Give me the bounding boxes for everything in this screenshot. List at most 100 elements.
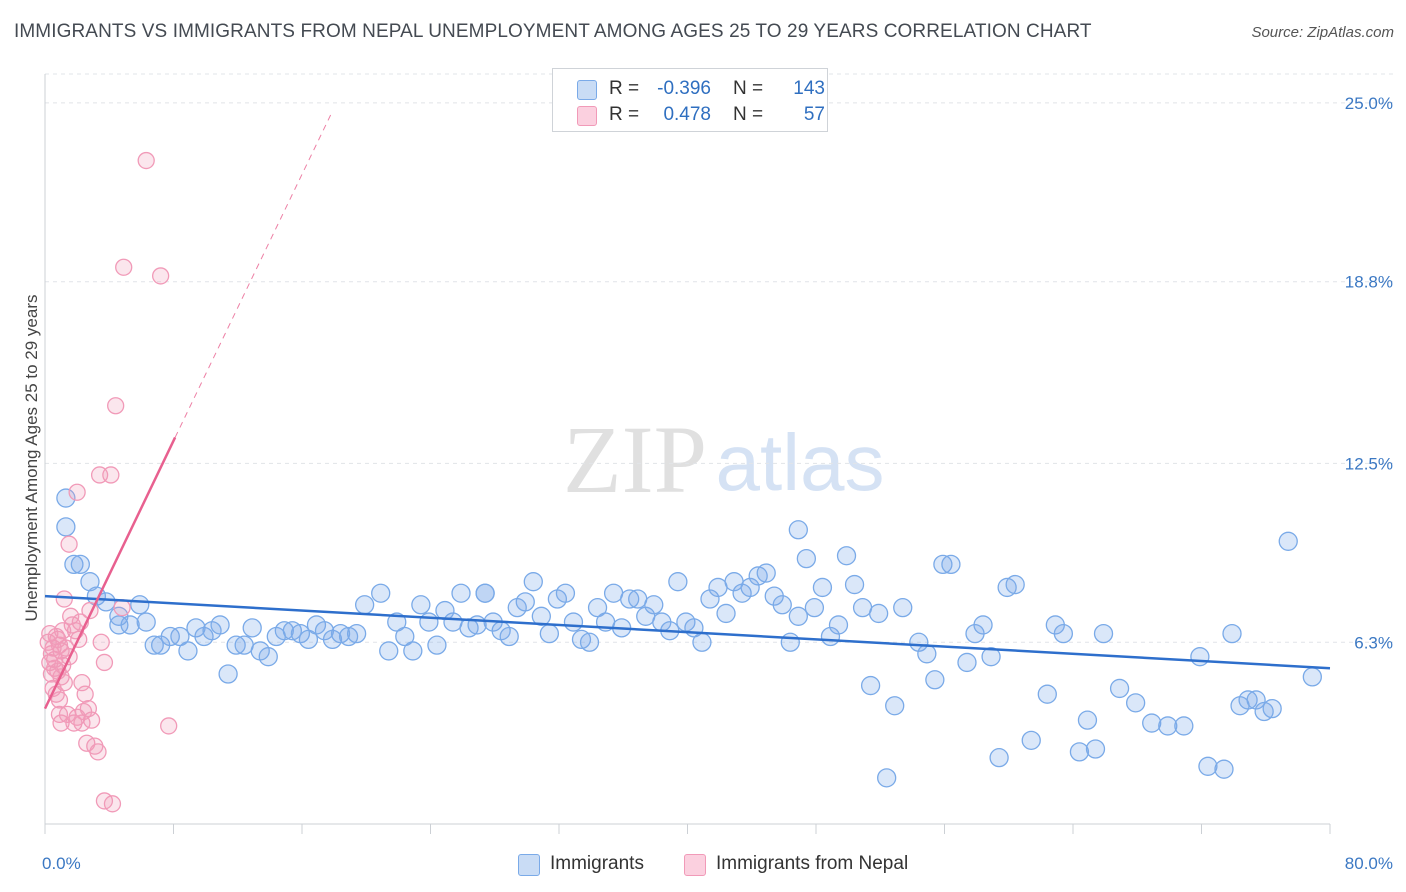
immigrants-point bbox=[136, 612, 156, 632]
immigrants-point bbox=[1085, 739, 1106, 759]
immigrants-point bbox=[804, 598, 825, 618]
x-tick-label-min: 0.0% bbox=[42, 854, 81, 873]
immigrants-point bbox=[258, 647, 278, 667]
immigrants-point bbox=[1238, 690, 1258, 710]
immigrants-point bbox=[1158, 716, 1178, 736]
immigrants-point bbox=[852, 598, 873, 618]
immigrants-point bbox=[218, 664, 238, 684]
immigrants-point bbox=[1053, 623, 1074, 644]
immigrants-point bbox=[242, 618, 262, 638]
immigrants-point bbox=[298, 629, 319, 650]
tick-labels: 6.3% 12.5% 18.8% 25.0% 0.0% 80.0% bbox=[42, 94, 1393, 873]
nepal-point bbox=[60, 535, 78, 553]
immigrants-point bbox=[226, 635, 246, 655]
immigrants-point bbox=[427, 635, 447, 655]
immigrants-point bbox=[1005, 574, 1025, 595]
nepal-point bbox=[160, 717, 178, 735]
immigrants-point bbox=[443, 612, 463, 632]
nepal-point bbox=[42, 645, 61, 663]
immigrants-point bbox=[1109, 678, 1130, 699]
immigrants-point bbox=[877, 768, 897, 788]
immigrants-point bbox=[1069, 742, 1090, 762]
bottom-legend-swatch-immigrants bbox=[518, 854, 540, 876]
nepal-point bbox=[68, 483, 86, 501]
nepal-points bbox=[39, 151, 178, 813]
nepal-point bbox=[92, 633, 110, 651]
immigrants-point bbox=[860, 675, 881, 696]
immigrants-point bbox=[893, 598, 913, 618]
immigrants-point bbox=[579, 632, 600, 652]
immigrants-point bbox=[603, 583, 624, 603]
immigrants-point bbox=[379, 641, 399, 661]
immigrants-point bbox=[812, 577, 833, 598]
immigrants-point bbox=[539, 623, 560, 644]
bottom-legend-label-immigrants: Immigrants bbox=[550, 853, 644, 874]
immigrants-point bbox=[1222, 623, 1242, 644]
immigrants-point bbox=[587, 598, 608, 618]
immigrants-point bbox=[531, 606, 551, 626]
immigrants-point bbox=[395, 626, 415, 647]
immigrants-point bbox=[1174, 716, 1194, 736]
immigrants-point bbox=[70, 554, 90, 575]
immigrants-point bbox=[563, 612, 584, 632]
immigrants-point bbox=[234, 635, 254, 655]
bottom-legend-swatch-nepal bbox=[684, 854, 706, 876]
legend-n-label: N = bbox=[733, 104, 764, 125]
x-tick-label-max: 80.0% bbox=[1345, 854, 1393, 873]
nepal-point bbox=[103, 795, 122, 813]
immigrants-point bbox=[868, 603, 889, 624]
nepal-point bbox=[54, 622, 72, 640]
nepal-point bbox=[76, 685, 94, 703]
immigrants-point bbox=[555, 583, 576, 603]
nepal-trend-extension bbox=[174, 114, 332, 438]
y-tick-label: 18.8% bbox=[1345, 273, 1393, 292]
immigrants-point bbox=[788, 606, 808, 626]
correlation-legend: R = -0.396 N = 143 R = 0.478 N = 57 bbox=[552, 68, 828, 132]
immigrants-point bbox=[178, 641, 198, 661]
immigrants-point bbox=[917, 644, 937, 664]
immigrants-point bbox=[120, 615, 140, 635]
immigrants-point bbox=[109, 615, 129, 635]
y-tick-label: 12.5% bbox=[1345, 454, 1393, 473]
nepal-point bbox=[151, 267, 170, 285]
immigrants-point bbox=[387, 612, 407, 632]
immigrants-point bbox=[796, 548, 817, 569]
nepal-point bbox=[115, 258, 133, 276]
immigrants-point bbox=[957, 652, 977, 673]
bottom-legend-label-nepal: Immigrants from Nepal bbox=[716, 853, 909, 874]
watermark: ZIP atlas bbox=[563, 406, 884, 513]
immigrants-point bbox=[419, 612, 439, 632]
nepal-point bbox=[107, 397, 125, 415]
immigrants-point bbox=[628, 589, 648, 609]
trend-lines bbox=[43, 114, 1331, 710]
nepal-point bbox=[102, 466, 120, 484]
immigrants-point bbox=[371, 583, 391, 603]
axes bbox=[44, 74, 1331, 834]
immigrants-point bbox=[1302, 667, 1322, 687]
immigrants-points bbox=[56, 488, 1322, 788]
immigrants-trend-line bbox=[44, 594, 1331, 670]
immigrants-point bbox=[989, 748, 1009, 768]
legend-n-label: N = bbox=[733, 78, 764, 99]
immigrants-point bbox=[1214, 759, 1234, 779]
immigrants-point bbox=[354, 595, 375, 615]
immigrants-point bbox=[274, 621, 294, 641]
immigrants-point bbox=[885, 696, 905, 716]
immigrants-point bbox=[756, 563, 776, 583]
nepal-point bbox=[55, 590, 73, 608]
legend-swatch-immigrants bbox=[577, 80, 597, 100]
immigrants-point bbox=[925, 670, 945, 690]
immigrants-point bbox=[708, 577, 728, 598]
immigrants-point bbox=[56, 517, 76, 537]
legend-n-value-nepal: 57 bbox=[803, 104, 825, 125]
nepal-point bbox=[73, 714, 91, 732]
nepal-point bbox=[45, 659, 64, 677]
immigrants-point bbox=[933, 554, 953, 575]
immigrants-point bbox=[772, 595, 792, 615]
immigrants-point bbox=[499, 626, 519, 647]
chart-title: IMMIGRANTS VS IMMIGRANTS FROM NEPAL UNEM… bbox=[14, 21, 1092, 42]
immigrants-point bbox=[346, 623, 367, 644]
immigrants-point bbox=[403, 641, 423, 661]
immigrants-point bbox=[523, 572, 543, 592]
